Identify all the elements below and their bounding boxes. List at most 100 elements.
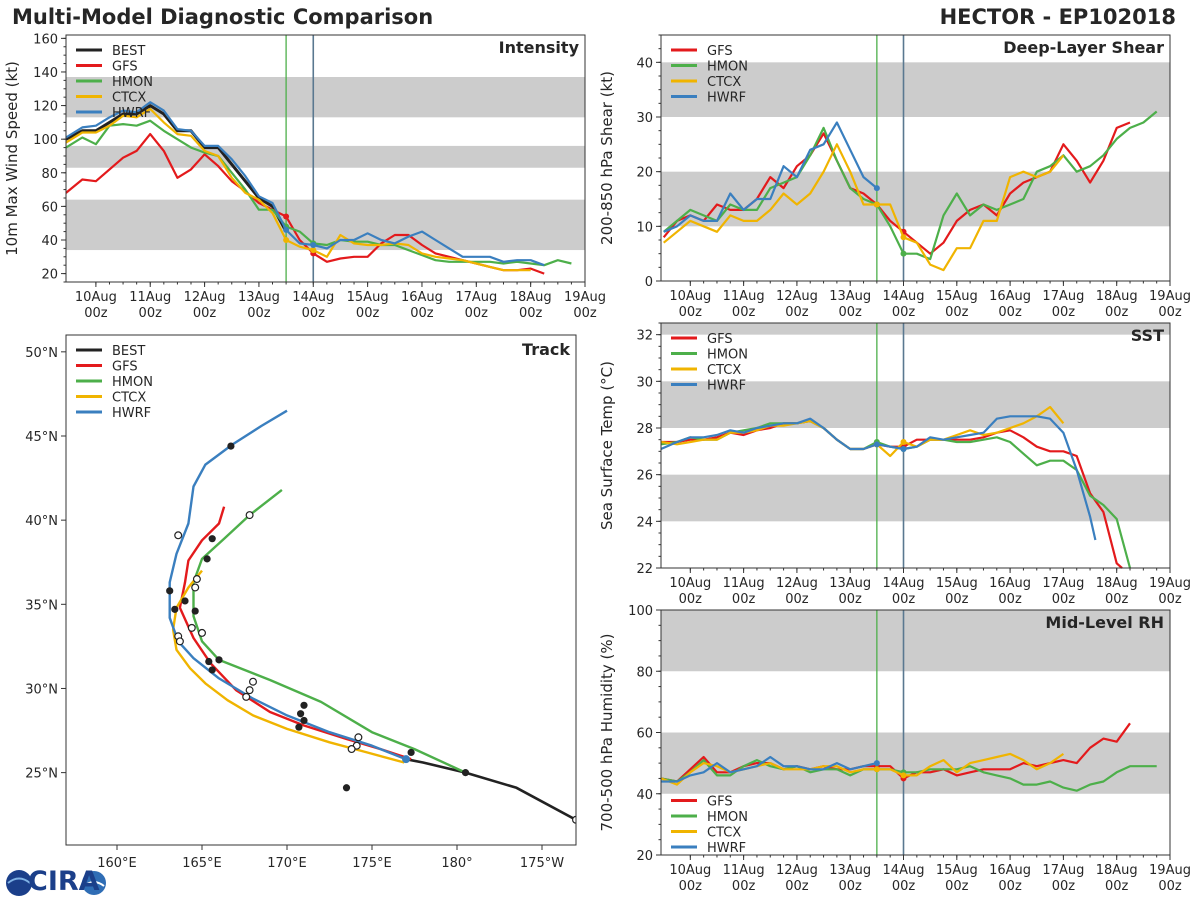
rh-xtick-label: 00z bbox=[945, 879, 969, 894]
rh-xtick-label: 16Aug bbox=[989, 863, 1031, 878]
intensity-marker-gfs bbox=[283, 213, 290, 220]
track-marker-open bbox=[174, 531, 183, 540]
intensity-ytick-label: 140 bbox=[33, 66, 58, 81]
shear-xtick-label: 18Aug bbox=[1096, 289, 1138, 304]
shear-xtick-label: 00z bbox=[1105, 305, 1129, 320]
intensity-marker-hwrf bbox=[283, 226, 290, 233]
intensity-frame bbox=[65, 34, 586, 283]
rh-legend-label-hmon: HMON bbox=[707, 810, 748, 825]
intensity-xtick-label: 14Aug bbox=[292, 290, 334, 305]
intensity-ytick-label: 40 bbox=[41, 234, 58, 249]
track-ytick-label: 30°N bbox=[25, 682, 58, 697]
track-series-hwrf bbox=[168, 409, 407, 761]
shear-series-hmon bbox=[663, 110, 1158, 261]
intensity-xtick-label: 00z bbox=[193, 306, 217, 321]
rh-xtick-label: 14Aug bbox=[883, 863, 925, 878]
shear-xtick-label: 19Aug bbox=[1149, 289, 1191, 304]
intensity-band-0 bbox=[66, 199, 585, 251]
track-frame bbox=[65, 334, 577, 846]
intensity-xtick-label: 12Aug bbox=[184, 290, 226, 305]
intensity-xtick-label: 15Aug bbox=[347, 290, 389, 305]
intensity-ytick-label: 160 bbox=[33, 32, 58, 47]
shear-ytick-label: 30 bbox=[636, 111, 653, 126]
intensity-xtick-label: 00z bbox=[573, 306, 597, 321]
intensity-ytick-label: 120 bbox=[33, 100, 58, 115]
shear-ytick-label: 0 bbox=[645, 275, 653, 290]
sst-xtick-label: 00z bbox=[839, 592, 863, 607]
track-marker-open bbox=[198, 628, 207, 637]
shear-xtick-label: 15Aug bbox=[936, 289, 978, 304]
sst-xtick-label: 12Aug bbox=[776, 576, 818, 591]
track-marker-open bbox=[175, 637, 184, 646]
rh-xtick-label: 00z bbox=[839, 879, 863, 894]
shear-xtick-label: 00z bbox=[732, 305, 756, 320]
track-xtick-label: 175°E bbox=[352, 856, 392, 871]
track-marker-filled bbox=[208, 535, 216, 543]
track-marker-open bbox=[347, 745, 356, 754]
sst-xtick-label: 10Aug bbox=[669, 576, 711, 591]
sst-frame bbox=[660, 322, 1171, 569]
sst-marker-now-hwrf bbox=[900, 446, 907, 452]
shear-legend-label-ctcx: CTCX bbox=[707, 75, 741, 90]
sst-xtick-label: 00z bbox=[1105, 592, 1129, 607]
sst-xtick-label: 00z bbox=[998, 592, 1022, 607]
intensity-series-hwrf bbox=[65, 101, 545, 267]
track-marker-filled bbox=[227, 442, 235, 450]
intensity-xtick-label: 00z bbox=[410, 306, 434, 321]
sst-series-gfs bbox=[661, 419, 1123, 569]
track-marker-open bbox=[191, 583, 200, 592]
sst-ytick-label: 24 bbox=[636, 515, 653, 530]
sst-marker-now-ctcx bbox=[900, 439, 907, 445]
intensity-xtick-label: 19Aug bbox=[564, 290, 606, 305]
track-ytick-label: 45°N bbox=[25, 430, 58, 445]
intensity-band-1 bbox=[66, 145, 585, 168]
sst-legend-label-hwrf: HWRF bbox=[707, 379, 746, 394]
intensity-marker-now-ctcx bbox=[310, 247, 317, 254]
intensity-xtick-label: 00z bbox=[465, 306, 489, 321]
shear-marker-hwrf bbox=[873, 185, 880, 192]
shear-xtick-label: 00z bbox=[998, 305, 1022, 320]
rh-xtick-label: 00z bbox=[732, 879, 756, 894]
track-marker-filled bbox=[295, 723, 303, 731]
track-xtick-label: 165°E bbox=[182, 856, 222, 871]
intensity-legend-label-best: BEST bbox=[112, 44, 145, 59]
track-marker-filled bbox=[171, 605, 179, 613]
rh-xtick-label: 12Aug bbox=[776, 863, 818, 878]
sst-ylabel: Sea Surface Temp (°C) bbox=[598, 361, 616, 530]
page-title: Multi-Model Diagnostic Comparison bbox=[12, 5, 434, 29]
intensity-ytick-label: 80 bbox=[41, 167, 58, 182]
rh-xtick-label: 13Aug bbox=[829, 863, 871, 878]
rh-marker-ctcx bbox=[873, 766, 880, 773]
rh-series-hwrf bbox=[661, 755, 878, 783]
track-ytick-label: 40°N bbox=[25, 514, 58, 529]
shear-xtick-label: 00z bbox=[785, 305, 809, 320]
shear-xtick-label: 14Aug bbox=[883, 289, 925, 304]
rh-ytick-label: 60 bbox=[636, 727, 653, 742]
sst-ytick-label: 30 bbox=[636, 375, 653, 390]
intensity-xtick-label: 00z bbox=[247, 306, 271, 321]
track-xtick-label: 180° bbox=[441, 856, 472, 871]
shear-xtick-label: 17Aug bbox=[1042, 289, 1084, 304]
rh-ylabel: 700-500 hPa Humidity (%) bbox=[598, 633, 616, 831]
shear-ytick-label: 10 bbox=[636, 220, 653, 235]
shear-ylabel: 200-850 hPa Shear (kt) bbox=[598, 71, 616, 245]
shear-band-0 bbox=[661, 171, 1170, 227]
rh-xtick-label: 00z bbox=[998, 879, 1022, 894]
track-legend-label-best: BEST bbox=[112, 344, 145, 359]
track-ytick-label: 25°N bbox=[25, 767, 58, 782]
rh-series-hmon bbox=[660, 758, 1157, 792]
rh-title: Mid-Level RH bbox=[1045, 613, 1164, 632]
sst-legend-label-gfs: GFS bbox=[707, 332, 733, 347]
shear-xtick-label: 00z bbox=[892, 305, 916, 320]
track-marker-filled bbox=[300, 701, 308, 709]
track-legend-label-hmon: HMON bbox=[112, 375, 153, 390]
rh-xtick-label: 17Aug bbox=[1042, 863, 1084, 878]
rh-marker-now-ctcx bbox=[900, 772, 907, 779]
rh-xtick-label: 00z bbox=[1158, 879, 1182, 894]
track-marker-open bbox=[245, 511, 254, 520]
track-marker-filled bbox=[191, 607, 199, 615]
storm-id: HECTOR - EP102018 bbox=[939, 5, 1176, 29]
track-legend-label-ctcx: CTCX bbox=[112, 391, 146, 406]
rh-band-1 bbox=[661, 610, 1170, 672]
intensity-xtick-label: 18Aug bbox=[510, 290, 552, 305]
